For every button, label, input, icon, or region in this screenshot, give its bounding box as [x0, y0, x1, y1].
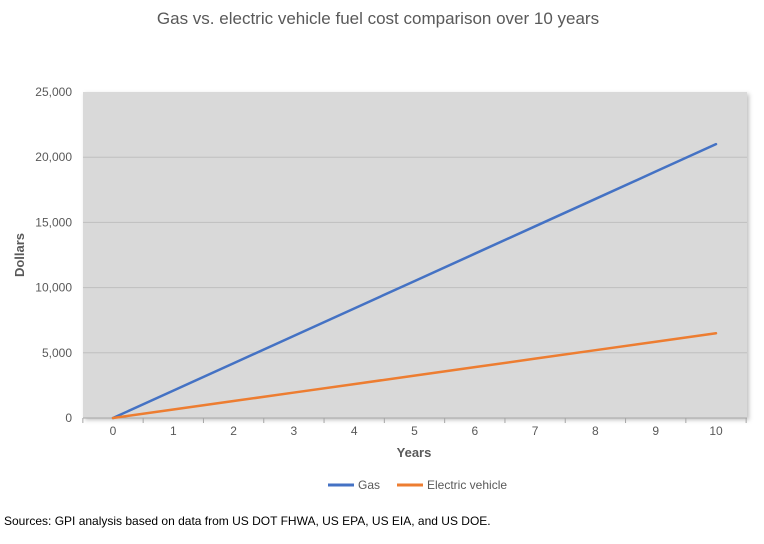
x-tick-label: 5: [411, 424, 418, 438]
plot-area: [83, 92, 747, 418]
x-tick-label: 8: [592, 424, 599, 438]
legend-label-gas: Gas: [358, 478, 380, 492]
y-tick-label: 25,000: [35, 85, 72, 99]
x-tick-label: 1: [170, 424, 177, 438]
y-tick-label: 0: [65, 411, 72, 425]
x-tick-label: 7: [532, 424, 539, 438]
source-note: Sources: GPI analysis based on data from…: [4, 514, 491, 528]
x-tick-label: 10: [709, 424, 723, 438]
series-line-gas: [111, 142, 718, 420]
y-axis-label: Dollars: [12, 233, 27, 277]
x-tick-label: 3: [291, 424, 298, 438]
y-tick-label: 10,000: [35, 281, 72, 295]
y-tick-label: 20,000: [35, 150, 72, 164]
x-tick-label: 0: [110, 424, 117, 438]
x-axis-label: Years: [397, 445, 432, 460]
x-tick-label: 9: [652, 424, 659, 438]
x-tick-labels: 0 1 2 3 4 5 6 7 8 9 10: [110, 424, 723, 438]
y-tick-label: 5,000: [42, 346, 72, 360]
series-lines: [111, 142, 718, 420]
series-line-ev: [111, 331, 718, 420]
y-tick-labels: 0 5,000 10,000 15,000 20,000 25,000: [35, 85, 72, 425]
x-tick-label: 6: [471, 424, 478, 438]
grid-lines: [82, 156, 747, 423]
legend-label-ev: Electric vehicle: [427, 478, 507, 492]
x-tick-label: 4: [351, 424, 358, 438]
x-tick-label: 2: [230, 424, 237, 438]
y-tick-label: 15,000: [35, 215, 72, 229]
chart-title: Gas vs. electric vehicle fuel cost compa…: [157, 9, 599, 28]
legend: Gas Electric vehicle: [328, 478, 507, 492]
